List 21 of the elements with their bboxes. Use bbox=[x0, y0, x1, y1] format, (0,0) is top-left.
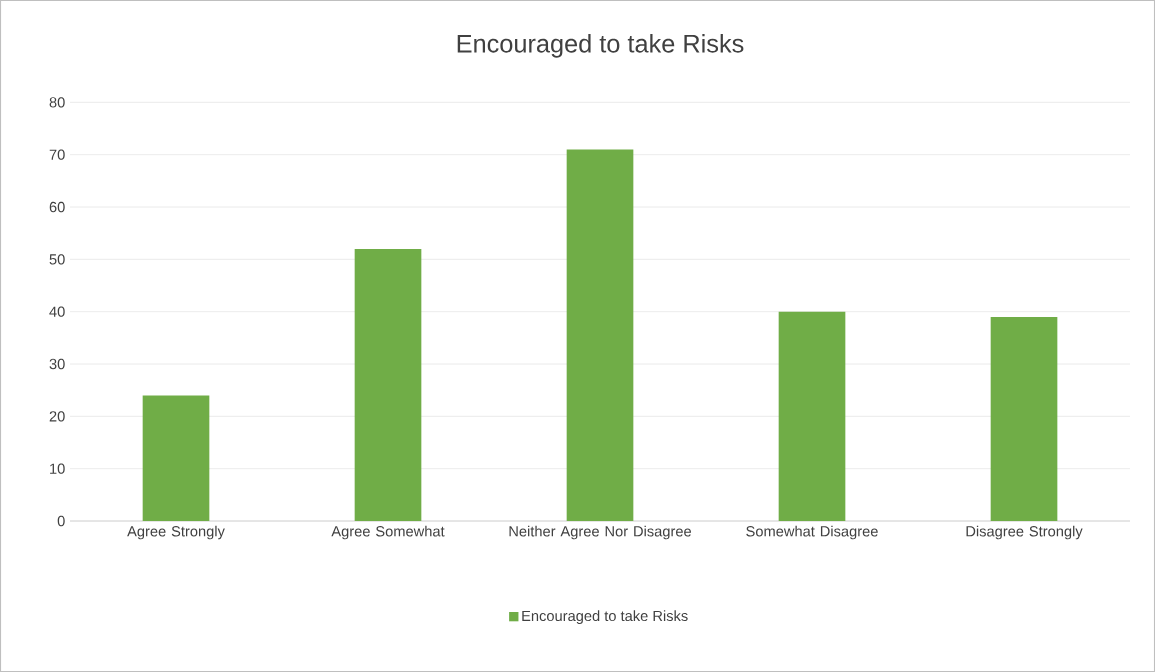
y-tick-label: 10 bbox=[50, 463, 65, 474]
bar bbox=[778, 311, 846, 521]
y-tick-label: 50 bbox=[49, 254, 65, 265]
x-tick-label: Agree Strongly bbox=[127, 525, 225, 540]
y-tick-label: 30 bbox=[49, 358, 65, 370]
legend-label: Encouraged to take Risks bbox=[522, 610, 688, 624]
bar bbox=[142, 395, 210, 521]
x-tick-label: Neither Agree Nor Disagree bbox=[509, 525, 692, 540]
y-tick-label: 0 bbox=[57, 515, 65, 527]
y-tick-label: 80 bbox=[49, 97, 65, 108]
y-tick-label: 70 bbox=[49, 149, 65, 160]
bar bbox=[566, 149, 634, 521]
y-tick-label: 20 bbox=[49, 411, 65, 422]
bar bbox=[354, 248, 422, 521]
x-tick-label: Somewhat Disagree bbox=[746, 525, 878, 540]
x-tick-label: Agree Somewhat bbox=[331, 525, 445, 540]
x-tick-label: Disagree Strongly bbox=[966, 525, 1083, 540]
y-tick-label: 40 bbox=[49, 306, 65, 317]
chart-title: Encouraged to take Risks bbox=[457, 34, 744, 58]
y-tick-label: 60 bbox=[49, 201, 65, 213]
bar bbox=[990, 316, 1058, 521]
